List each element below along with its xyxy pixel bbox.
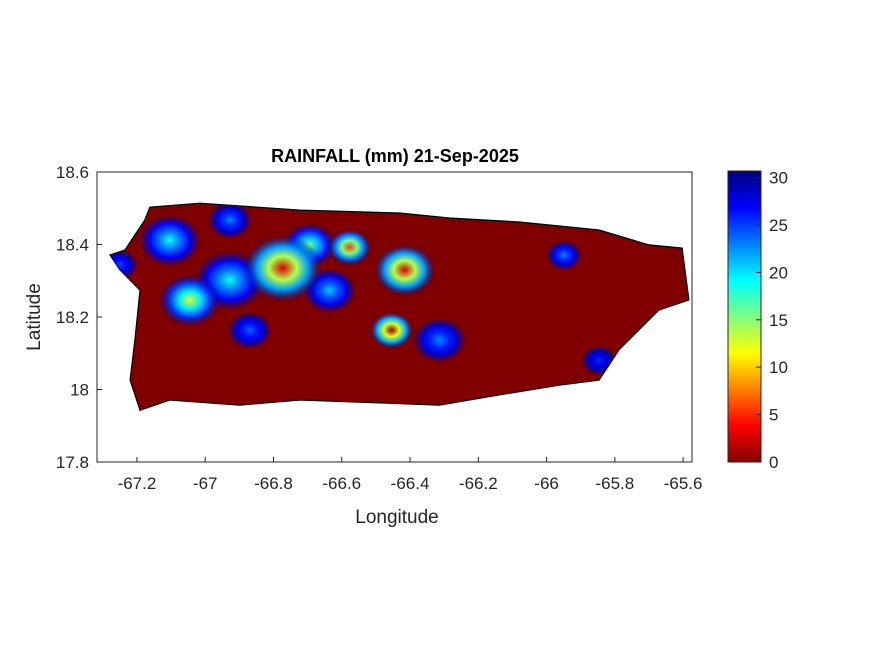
rainfall-cell — [227, 311, 272, 349]
rainfall-cell — [327, 228, 372, 266]
x-tick-label: -65.8 — [595, 474, 634, 493]
chart-title: RAINFALL (mm) 21-Sep-2025 — [271, 146, 519, 166]
rainfall-cells — [110, 203, 617, 376]
x-tick-label: -66 — [534, 474, 559, 493]
x-tick-label: -66.6 — [322, 474, 361, 493]
x-tick-label: -66.4 — [391, 474, 430, 493]
y-tick-label: 18 — [70, 381, 89, 400]
y-tick-label: 18.2 — [56, 308, 89, 327]
y-tick-label: 18.4 — [56, 236, 89, 255]
x-tick-label: -65.6 — [664, 474, 703, 493]
colorbar-tick-label: 30 — [769, 169, 788, 188]
rainfall-cell — [207, 203, 252, 239]
x-tick-label: -66.2 — [459, 474, 498, 493]
x-tick-label: -67 — [193, 474, 218, 493]
y-tick-label: 17.8 — [56, 453, 89, 472]
colorbar-tick-label: 5 — [769, 406, 778, 425]
rainfall-cell — [158, 273, 221, 327]
x-tick-label: -66.8 — [254, 474, 293, 493]
x-axis-label: Longitude — [355, 507, 438, 528]
rainfall-cell — [412, 317, 467, 363]
rainfall-cell — [242, 234, 323, 302]
colorbar-tick-label: 20 — [769, 263, 788, 282]
rainfall-cell — [369, 311, 414, 349]
colorbar-tick-label: 10 — [769, 358, 788, 377]
colorbar-tick-label: 15 — [769, 311, 788, 330]
y-axis-label: Latitude — [24, 283, 45, 351]
colorbar-tick-label: 0 — [769, 453, 778, 472]
colorbar — [727, 170, 762, 463]
x-tick-label: -67.2 — [118, 474, 157, 493]
y-tick-label: 18.6 — [56, 163, 89, 182]
rainfall-cell — [373, 243, 436, 297]
colorbar-tick-label: 25 — [769, 216, 788, 235]
rainfall-cell — [546, 239, 582, 271]
rainfall-cell — [138, 213, 201, 267]
